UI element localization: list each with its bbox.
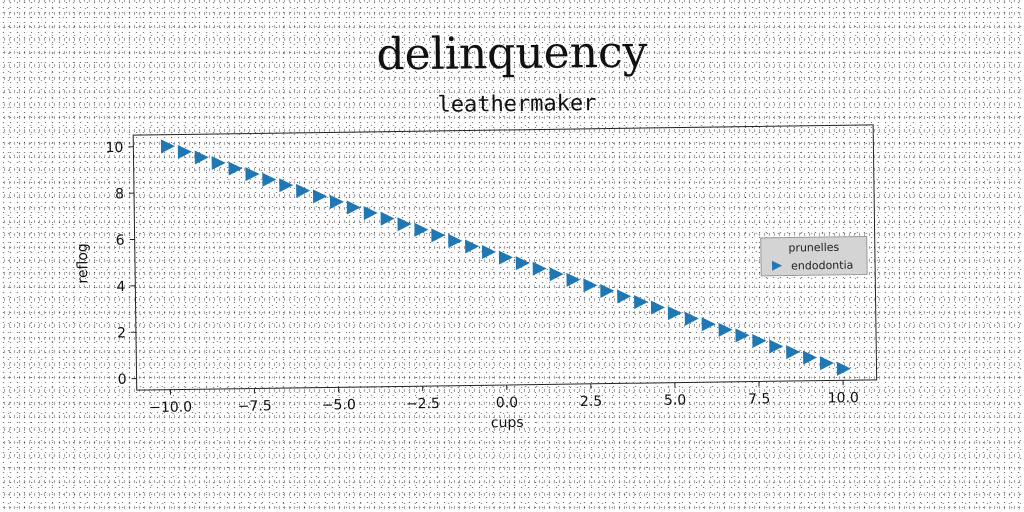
y-tick-label: 8 bbox=[115, 186, 124, 202]
data-point bbox=[160, 139, 175, 154]
y-tick-label: 10 bbox=[105, 140, 123, 156]
legend: prunelles endodontia bbox=[760, 235, 868, 277]
data-point bbox=[312, 189, 328, 204]
x-tick-label: 0.0 bbox=[496, 395, 518, 411]
data-point bbox=[819, 356, 834, 371]
y-tick-label: 2 bbox=[117, 325, 126, 341]
x-tick-label: 10.0 bbox=[828, 390, 859, 406]
x-tick-label: 7.5 bbox=[748, 391, 770, 407]
data-point bbox=[583, 278, 598, 293]
x-tick-label: −7.5 bbox=[238, 398, 272, 414]
data-point bbox=[346, 200, 361, 215]
data-point bbox=[769, 339, 784, 354]
data-point bbox=[836, 361, 851, 376]
data-point bbox=[279, 178, 294, 193]
x-tick-label: 5.0 bbox=[664, 392, 686, 408]
legend-entry-label: endodontia bbox=[791, 259, 853, 273]
data-point bbox=[448, 233, 463, 248]
data-point bbox=[634, 295, 649, 310]
data-point bbox=[329, 194, 344, 209]
data-point bbox=[532, 261, 547, 276]
data-point bbox=[667, 306, 682, 321]
x-tick-label: −5.0 bbox=[322, 397, 356, 413]
x-tick-label: −10.0 bbox=[149, 399, 192, 416]
x-tick-label: −2.5 bbox=[406, 396, 440, 412]
x-tick-label: 2.5 bbox=[580, 394, 602, 410]
y-tick-label: 0 bbox=[118, 372, 127, 388]
data-point bbox=[363, 206, 378, 221]
data-point bbox=[262, 172, 277, 187]
data-point bbox=[228, 161, 243, 176]
legend-title: prunelles bbox=[788, 241, 839, 255]
data-point bbox=[617, 289, 632, 304]
x-axis-label: cups bbox=[491, 415, 524, 431]
data-point bbox=[380, 211, 395, 226]
series-endodontia bbox=[160, 139, 851, 376]
y-tick-label: 6 bbox=[116, 233, 125, 249]
legend-box bbox=[760, 235, 868, 277]
data-point bbox=[465, 239, 480, 254]
data-point bbox=[498, 250, 513, 265]
data-point bbox=[245, 167, 260, 182]
data-point bbox=[549, 267, 564, 282]
data-point bbox=[786, 345, 801, 360]
data-point bbox=[718, 322, 733, 337]
y-axis-label: reflog bbox=[75, 243, 92, 284]
data-point bbox=[397, 217, 412, 232]
data-point bbox=[211, 156, 226, 171]
data-point bbox=[431, 228, 446, 243]
data-point bbox=[515, 256, 530, 271]
data-point bbox=[735, 328, 750, 343]
data-point bbox=[684, 311, 699, 326]
data-point bbox=[752, 333, 767, 348]
data-point bbox=[650, 300, 666, 315]
data-point bbox=[296, 183, 311, 198]
data-point bbox=[701, 317, 716, 332]
data-point bbox=[194, 150, 209, 165]
y-axis: 0 2 4 6 8 10 bbox=[105, 140, 137, 388]
data-point bbox=[414, 222, 429, 237]
y-tick-label: 4 bbox=[116, 279, 125, 295]
data-point bbox=[802, 350, 818, 365]
x-axis: −10.0 −7.5 −5.0 −2.5 0.0 2.5 5.0 7.5 10.0 bbox=[149, 380, 859, 416]
data-point bbox=[566, 272, 581, 287]
data-point bbox=[177, 144, 192, 159]
legend-marker-triangle-icon bbox=[772, 260, 783, 271]
data-point bbox=[600, 283, 615, 298]
data-point bbox=[481, 245, 497, 260]
